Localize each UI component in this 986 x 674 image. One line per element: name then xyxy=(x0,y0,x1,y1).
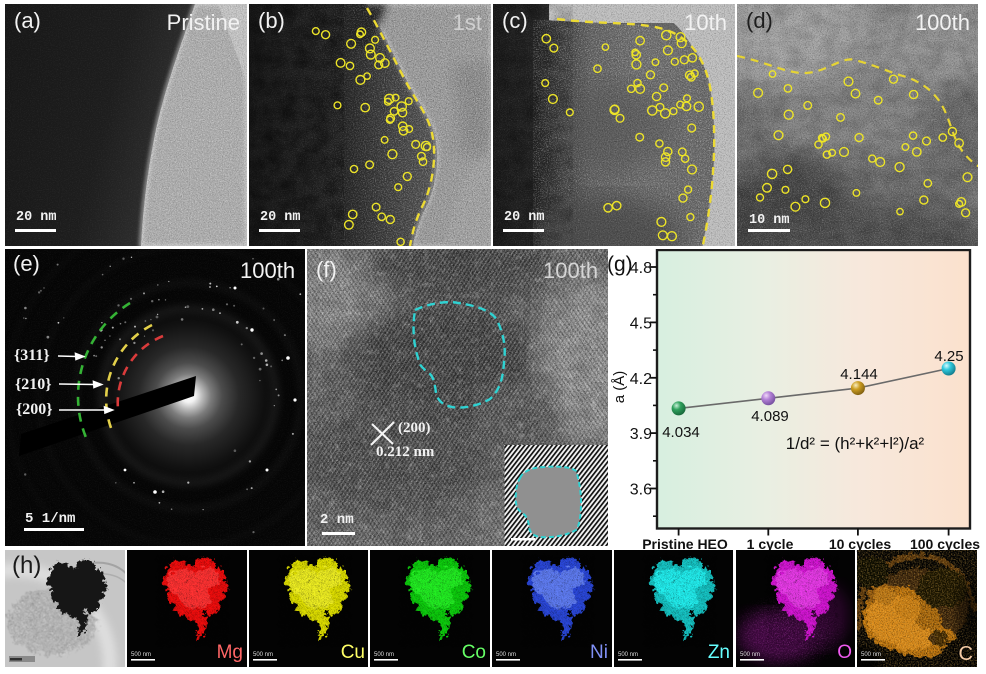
svg-text:500 nm: 500 nm xyxy=(374,652,394,658)
svg-text:4.8: 4.8 xyxy=(630,260,652,277)
svg-text:4.034: 4.034 xyxy=(662,424,700,441)
svg-text:Zn: Zn xyxy=(708,642,730,663)
svg-text:3.9: 3.9 xyxy=(630,426,652,443)
svg-text:a (Å): a (Å) xyxy=(611,371,628,404)
svg-text:500 nm: 500 nm xyxy=(861,652,881,658)
svg-text:4.144: 4.144 xyxy=(840,366,878,383)
svg-text:500 nm: 500 nm xyxy=(740,652,760,658)
svg-text:Co: Co xyxy=(462,642,486,663)
svg-text:Pristine HEO: Pristine HEO xyxy=(642,536,728,552)
svg-text:500 nm: 500 nm xyxy=(253,652,273,658)
svg-text:(g): (g) xyxy=(608,253,633,276)
svg-text:4.5: 4.5 xyxy=(630,315,652,332)
svg-text:C: C xyxy=(959,643,973,665)
svg-text:10 cycles: 10 cycles xyxy=(829,536,891,552)
svg-text:3.6: 3.6 xyxy=(630,482,652,499)
svg-text:500 nm: 500 nm xyxy=(496,652,516,658)
svg-text:Mg: Mg xyxy=(217,642,243,663)
svg-text:4.2: 4.2 xyxy=(630,371,652,388)
svg-text:Ni: Ni xyxy=(590,642,608,663)
svg-text:1/d² = (h²+k²+l²)/a²: 1/d² = (h²+k²+l²)/a² xyxy=(786,434,925,453)
svg-text:Cu: Cu xyxy=(340,642,364,663)
svg-text:O: O xyxy=(837,642,852,663)
svg-text:500 nm: 500 nm xyxy=(131,652,151,658)
svg-text:500 nm: 500 nm xyxy=(618,652,638,658)
svg-text:4.25: 4.25 xyxy=(934,348,963,365)
svg-text:4.089: 4.089 xyxy=(751,408,789,425)
svg-text:100 cycles: 100 cycles xyxy=(910,536,980,552)
svg-text:1 cycle: 1 cycle xyxy=(747,536,794,552)
